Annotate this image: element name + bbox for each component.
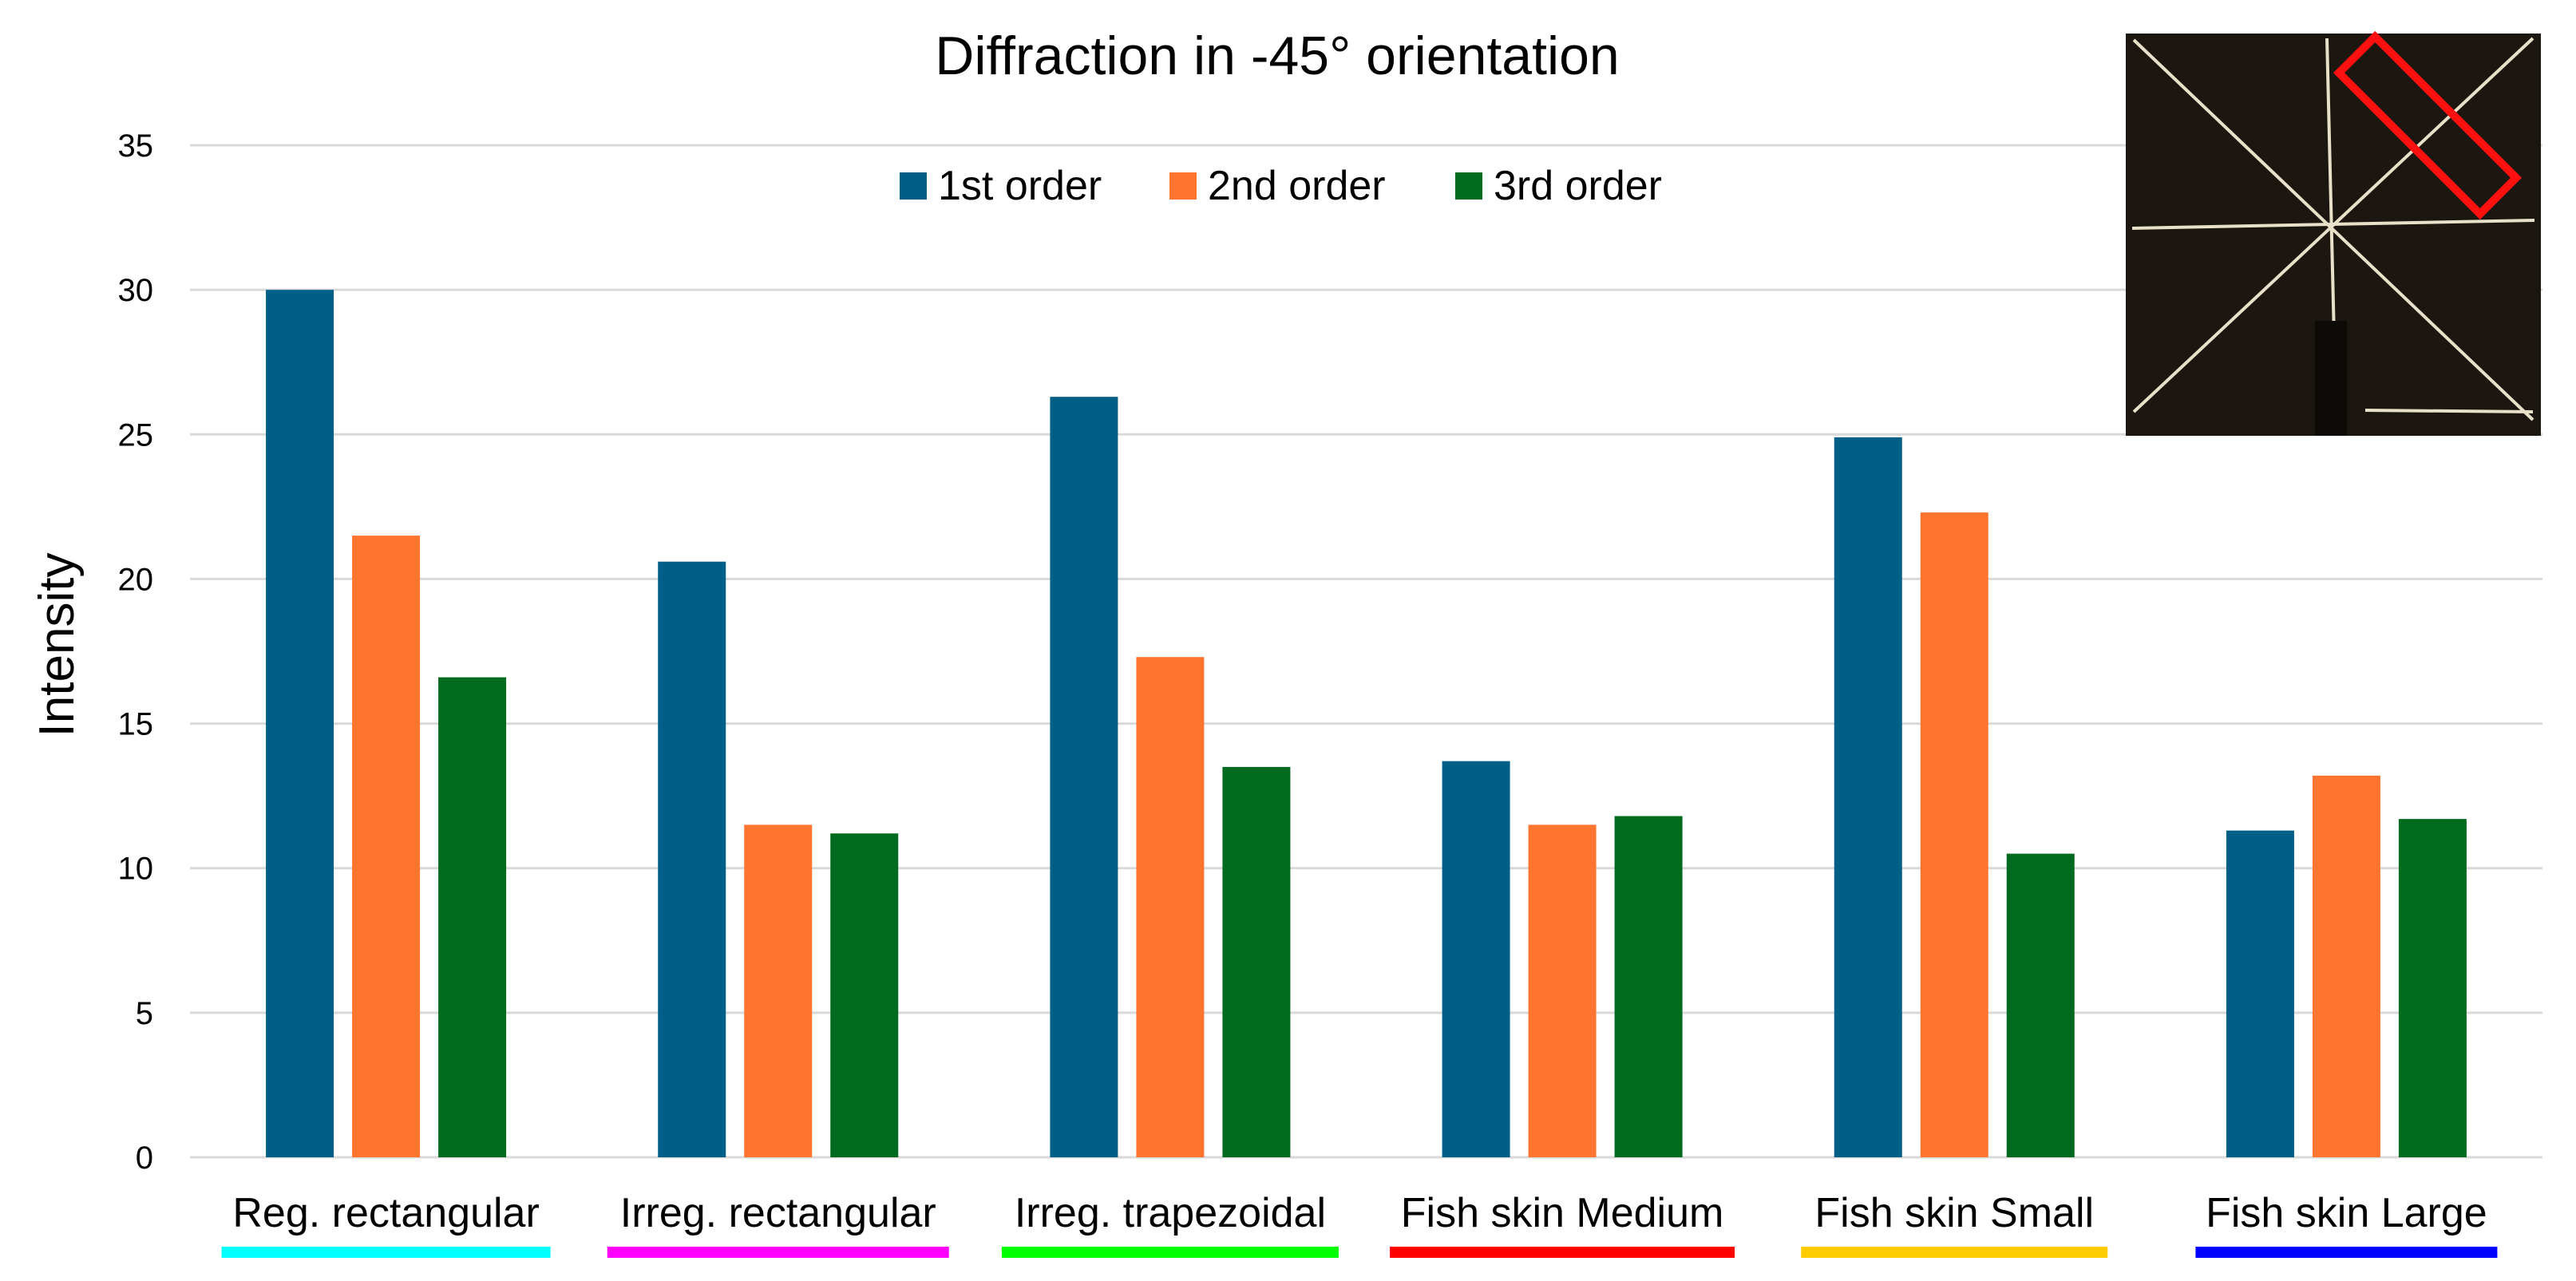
bar-2-3 [1136, 657, 1205, 1157]
legend-label: 2nd order [1208, 163, 1386, 209]
y-tick-labels: 0 5 10 15 20 25 30 35 [118, 128, 154, 1176]
category-underline [2195, 1247, 2498, 1258]
y-tick-label: 15 [118, 707, 154, 742]
inset-diffraction-line [2364, 409, 2534, 413]
bar-2-2 [744, 824, 813, 1157]
bar-1-1 [266, 290, 334, 1158]
category-label: Irreg. trapezoidal [1015, 1190, 1326, 1236]
bar-3-2 [830, 833, 899, 1157]
legend-label: 3rd order [1494, 163, 1662, 209]
bar-1-6 [2226, 830, 2294, 1157]
category-underline [1001, 1247, 1339, 1258]
inset-highlight-box [2333, 30, 2523, 220]
y-tick-label: 35 [118, 128, 154, 164]
legend: 1st order 2nd order 3rd order [900, 163, 1662, 209]
legend-swatch [900, 172, 927, 200]
y-tick-label: 30 [118, 273, 154, 308]
category-label: Fish skin Large [2206, 1190, 2487, 1236]
bar-3-6 [2398, 819, 2467, 1157]
category-underline [221, 1247, 551, 1258]
category-underline [1801, 1247, 2108, 1258]
bar-3-3 [1222, 766, 1291, 1157]
y-tick-label: 5 [136, 996, 153, 1031]
y-tick-label: 25 [118, 417, 154, 453]
category-label: Fish skin Small [1814, 1190, 2094, 1236]
chart-title: Diffraction in -45° orientation [935, 26, 1620, 86]
y-tick-label: 20 [118, 562, 154, 597]
bar-3-4 [1614, 816, 1683, 1157]
diffraction-pattern-photo-icon [2126, 30, 2541, 436]
category-label: Fish skin Medium [1401, 1190, 1724, 1236]
inset-shadow [2315, 321, 2347, 436]
bar-1-3 [1050, 397, 1118, 1157]
category-underline [607, 1247, 949, 1258]
bar-3-1 [438, 677, 507, 1157]
y-axis-label: Intensity [30, 553, 85, 737]
legend-swatch [1169, 172, 1197, 200]
legend-swatch [1455, 172, 1482, 200]
bar-2-4 [1528, 824, 1597, 1157]
bar-1-5 [1834, 437, 1902, 1157]
legend-label: 1st order [938, 163, 1102, 209]
bar-1-4 [1442, 761, 1510, 1157]
category-labels: Reg. rectangular Irreg. rectangular Irreg.… [221, 1190, 2498, 1258]
inset-diffraction-line [2132, 38, 2534, 421]
inset-diffraction-line [2131, 219, 2535, 230]
grid-lines [190, 144, 2542, 1159]
bars [266, 290, 2467, 1158]
bar-2-1 [352, 536, 421, 1157]
category-underline [1390, 1247, 1735, 1258]
category-label: Reg. rectangular [232, 1190, 539, 1236]
bar-2-5 [1920, 512, 1988, 1157]
bar-3-5 [2006, 853, 2075, 1157]
bar-2-6 [2312, 775, 2380, 1157]
y-tick-label: 10 [118, 852, 154, 887]
category-label: Irreg. rectangular [620, 1190, 936, 1236]
bar-1-2 [658, 561, 726, 1157]
y-tick-label: 0 [136, 1141, 153, 1176]
